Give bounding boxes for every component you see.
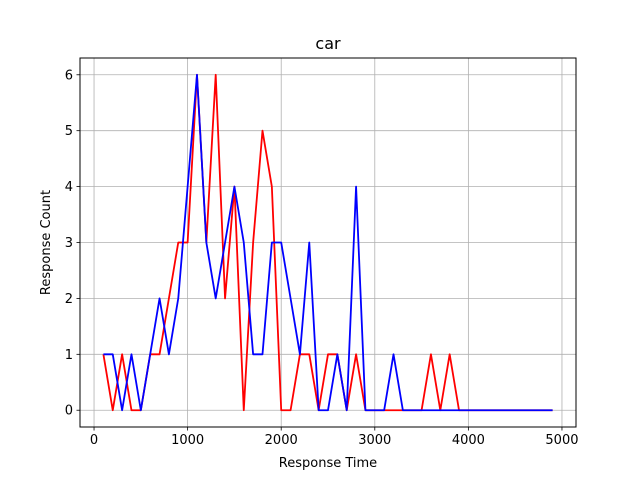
y-tick-label: 5 bbox=[65, 124, 73, 139]
y-tick-label: 2 bbox=[65, 292, 73, 307]
x-tick-label: 4000 bbox=[452, 433, 485, 448]
series-line-2 bbox=[103, 73, 553, 412]
y-tick-label: 4 bbox=[65, 180, 73, 195]
y-tick-label: 6 bbox=[65, 68, 73, 83]
x-axis-label: Response Time bbox=[279, 456, 377, 471]
axis-ticks: 0 1000 2000 3000 4000 5000 0 1 2 3 4 5 6 bbox=[65, 68, 579, 448]
grid-lines bbox=[80, 58, 576, 427]
x-tick-label: 2000 bbox=[265, 433, 298, 448]
series-lines bbox=[102, 73, 553, 412]
y-tick-label: 1 bbox=[65, 348, 73, 363]
y-tick-label: 3 bbox=[65, 236, 73, 251]
x-tick-label: 0 bbox=[90, 433, 98, 448]
x-tick-label: 5000 bbox=[545, 433, 578, 448]
x-tick-label: 3000 bbox=[358, 433, 391, 448]
chart-title: car bbox=[315, 34, 341, 53]
x-tick-label: 1000 bbox=[171, 433, 204, 448]
y-axis-label: Response Count bbox=[39, 190, 54, 295]
y-tick-label: 0 bbox=[65, 404, 73, 419]
